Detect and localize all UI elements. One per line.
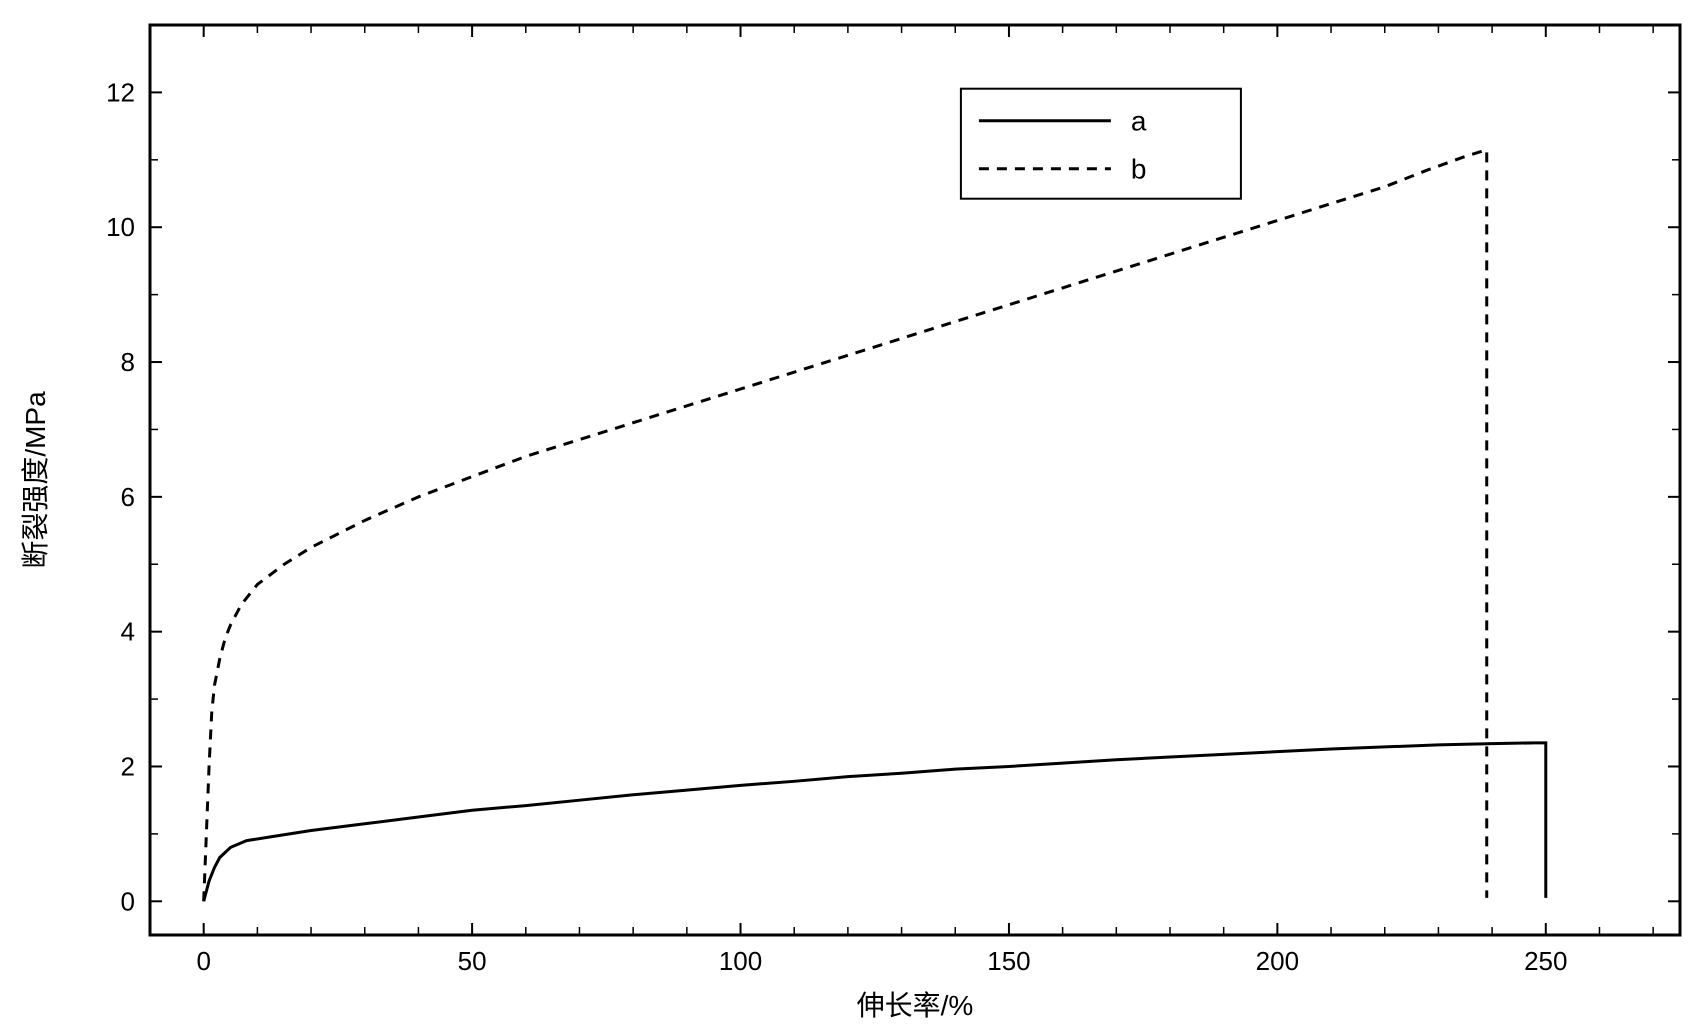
x-tick-label: 200 <box>1256 946 1299 976</box>
x-axis-label: 伸长率/% <box>857 990 974 1021</box>
x-tick-label: 0 <box>196 946 210 976</box>
y-axis-label: 断裂强度/MPa <box>20 391 51 569</box>
legend-label-a: a <box>1131 106 1147 137</box>
y-tick-label: 6 <box>121 482 135 512</box>
y-tick-label: 2 <box>121 751 135 781</box>
x-tick-label: 100 <box>719 946 762 976</box>
y-tick-label: 0 <box>121 886 135 916</box>
series-b <box>204 150 1487 902</box>
y-tick-label: 4 <box>121 617 135 647</box>
y-tick-label: 12 <box>106 77 135 107</box>
y-tick-label: 8 <box>121 347 135 377</box>
x-tick-label: 150 <box>987 946 1030 976</box>
plot-border <box>150 25 1680 935</box>
y-tick-label: 10 <box>106 212 135 242</box>
stress-strain-chart: 0 50 100 150 200 250 0 2 4 6 8 10 12 伸长率/% 断裂强度/MPa ab <box>0 0 1704 1030</box>
legend-label-b: b <box>1131 154 1147 185</box>
x-tick-label: 250 <box>1524 946 1567 976</box>
legend-box <box>961 89 1241 199</box>
series-a <box>204 743 1546 901</box>
chart-container: 0 50 100 150 200 250 0 2 4 6 8 10 12 伸长率/% 断裂强度/MPa ab <box>0 0 1704 1030</box>
x-tick-label: 50 <box>458 946 487 976</box>
